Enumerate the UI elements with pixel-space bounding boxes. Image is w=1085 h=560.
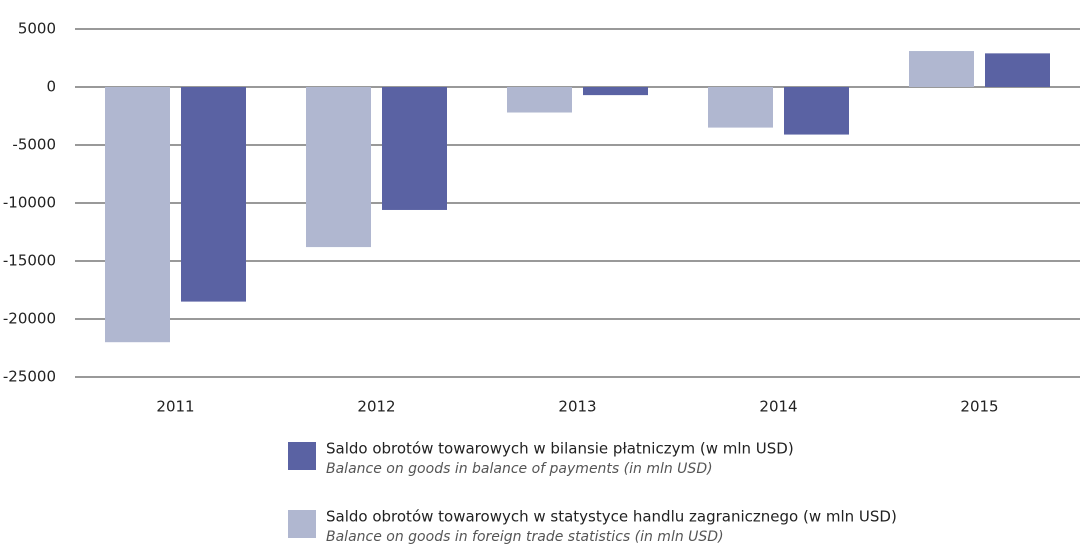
bar — [583, 87, 648, 96]
bar — [507, 87, 572, 113]
bar — [306, 87, 371, 248]
y-tick-label: -10000 — [3, 194, 56, 212]
y-tick-label: -25000 — [3, 368, 56, 386]
bar — [784, 87, 849, 135]
y-tick-label: 5000 — [18, 20, 56, 38]
y-tick-label: -5000 — [12, 136, 56, 154]
x-tick-label: 2012 — [357, 398, 395, 416]
bar — [985, 53, 1050, 87]
legend-swatch — [288, 510, 316, 538]
legend-label: Saldo obrotów towarowych w statystyce ha… — [326, 508, 897, 526]
x-tick-label: 2014 — [759, 398, 797, 416]
y-tick-label: -20000 — [3, 310, 56, 328]
legend-label-en: Balance on goods in balance of payments … — [326, 461, 713, 477]
legend-label: Saldo obrotów towarowych w bilansie płat… — [326, 440, 794, 458]
x-tick-label: 2013 — [558, 398, 596, 416]
bar — [708, 87, 773, 128]
y-tick-label: 0 — [46, 78, 56, 96]
legend-label-en: Balance on goods in foreign trade statis… — [326, 529, 724, 545]
bar — [181, 87, 246, 302]
x-tick-label: 2015 — [960, 398, 998, 416]
y-tick-label: -15000 — [3, 252, 56, 270]
bar — [909, 51, 974, 87]
x-tick-label: 2011 — [156, 398, 194, 416]
legend-swatch — [288, 442, 316, 470]
bar — [382, 87, 447, 210]
bar — [105, 87, 170, 343]
